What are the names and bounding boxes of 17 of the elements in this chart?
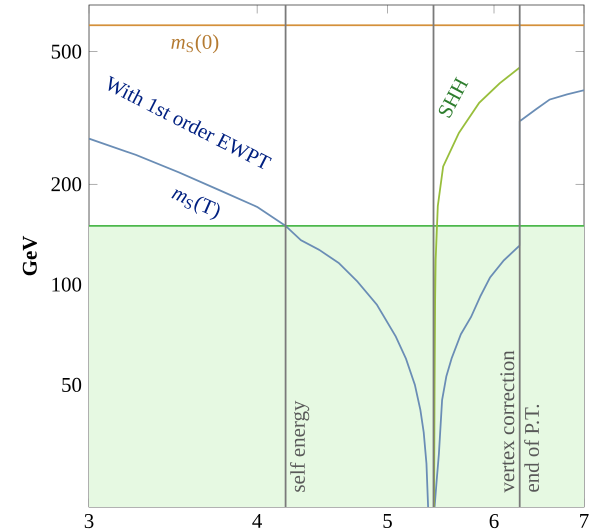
- x-tick-label: 6: [490, 514, 499, 528]
- y-tick-label: 50: [62, 378, 82, 392]
- text: SHH: [438, 76, 468, 118]
- ref-line-label: end of P.T.: [524, 404, 540, 492]
- y-tick-label: 200: [51, 177, 82, 192]
- y-tick-label: 100: [52, 277, 82, 292]
- ref-line-label: m$_{S}$(0): [171, 34, 218, 54]
- y-axis-title: GeV: [22, 236, 37, 276]
- annotation: vertex correction: [500, 350, 514, 493]
- x-tick-label: 5: [383, 514, 392, 528]
- x-tick-label: 4: [252, 514, 262, 528]
- line-series: [433, 66, 521, 507]
- y-tick-label: 500: [52, 44, 82, 59]
- x-tick-label: 7: [580, 514, 589, 528]
- ref-line-label: self energy: [290, 400, 310, 492]
- text: m$_{S}$(T): [171, 189, 220, 220]
- x-tick-label: 3: [84, 514, 94, 528]
